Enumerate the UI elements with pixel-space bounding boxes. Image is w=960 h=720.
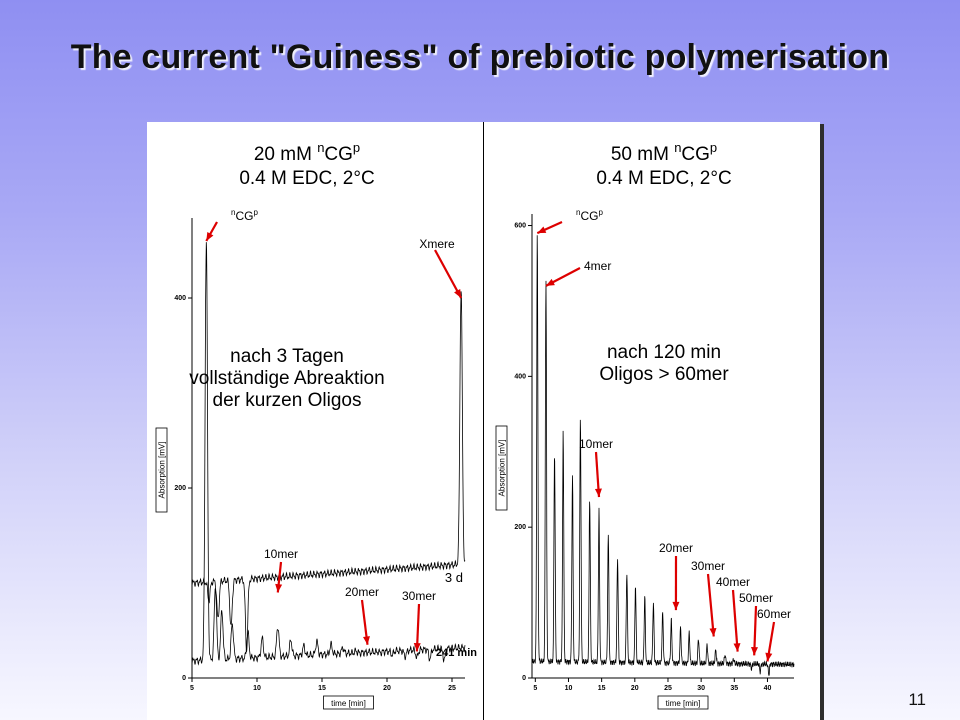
title-main: CG [681, 144, 710, 165]
y-tick-label: 400 [174, 295, 186, 302]
x-tick-label: 20 [383, 685, 391, 692]
series-label: 241 min [436, 647, 477, 659]
x-axis-label: time [min] [331, 699, 366, 708]
chromatogram-panel: 20 mM nCGp 0.4 M EDC, 2°C 5 10 15 20 25 0 200 400… [147, 122, 820, 720]
peak-label: 10mer [579, 437, 613, 451]
peak-label-main: CG [580, 209, 598, 223]
peak-label: 30mer [691, 559, 725, 573]
peak-arrowhead [733, 643, 741, 652]
y-tick-label: 400 [514, 373, 526, 380]
series-label: 3 d [445, 570, 463, 585]
peak-arrow [434, 249, 463, 299]
y-axis-label: Absorption [mV] [498, 440, 507, 497]
peak-label: nCGp [576, 208, 603, 223]
x-axis-label: time [min] [666, 699, 701, 708]
chart-title-line2: 0.4 M EDC, 2°C [596, 168, 731, 189]
peak-arrowhead [454, 289, 462, 298]
peak-arrowhead [363, 636, 370, 645]
peak-label: 20mer [659, 541, 693, 555]
x-tick-label: 40 [764, 685, 772, 692]
annotation-line: Oligos > 60mer [599, 364, 729, 385]
slide-title: The current "Guiness" of prebiotic polym… [70, 38, 890, 76]
peak-arrow [731, 589, 739, 652]
annotation-line: nach 3 Tagen [230, 346, 344, 367]
peak-arrowhead [709, 627, 717, 637]
chart-title-line1: 50 mM nCGp [611, 140, 717, 165]
peak-label: 60mer [757, 607, 791, 621]
y-tick-label: 200 [514, 524, 526, 531]
peak-label-sup-left: n [576, 208, 580, 217]
y-tick-label: 0 [522, 675, 526, 682]
peak-arrowhead [751, 646, 759, 656]
peak-arrowhead [672, 601, 680, 611]
annotation-line: der kurzen Oligos [213, 390, 362, 411]
peak-label-main: CG [235, 209, 253, 223]
peak-label: 30mer [402, 589, 436, 603]
x-tick-label: 30 [697, 685, 705, 692]
x-tick-label: 5 [190, 685, 194, 692]
title-main: CG [324, 144, 353, 165]
x-tick-label: 15 [318, 685, 326, 692]
x-tick-label: 10 [565, 685, 573, 692]
peak-label: 40mer [716, 575, 750, 589]
y-axis-label: Absorption [mV] [158, 442, 167, 499]
annotation-line: vollständige Abreaktion [189, 368, 384, 389]
title-prefix: 50 mM [611, 144, 674, 165]
title-prefix: 20 mM [254, 144, 317, 165]
y-tick-label: 0 [182, 675, 186, 682]
peak-arrowhead [413, 642, 421, 652]
y-axis-label-box [495, 425, 508, 511]
x-tick-label: 5 [533, 685, 537, 692]
peak-arrowhead [206, 232, 214, 241]
y-axis-label-group: Absorption [mV] [495, 425, 508, 511]
x-tick-label: 15 [598, 685, 606, 692]
page-number: 11 [908, 690, 926, 709]
series-line [191, 242, 466, 666]
series-line [191, 291, 466, 652]
x-axis-label-box [323, 695, 374, 710]
peak-label: nCGp [231, 208, 258, 223]
peak-arrowhead [594, 488, 602, 498]
chart-title-line2: 0.4 M EDC, 2°C [239, 168, 374, 189]
x-tick-label: 10 [253, 685, 261, 692]
title-sup-left: n [674, 140, 681, 155]
peak-label: 10mer [264, 547, 298, 561]
chart-title-line1: 20 mM nCGp [254, 140, 360, 165]
peak-arrowhead [765, 652, 773, 662]
x-axis-label-box [657, 695, 709, 710]
peak-label-sup-right: p [253, 208, 258, 217]
x-tick-label: 20 [631, 685, 639, 692]
title-sup-right: p [710, 140, 717, 155]
peak-arrow [706, 573, 715, 637]
annotation-line: nach 120 min [607, 342, 721, 363]
y-axis-label-group: Absorption [mV] [155, 427, 168, 513]
peak-label: Xmere [419, 237, 455, 251]
y-tick-label: 600 [514, 223, 526, 230]
peak-arrowhead [275, 583, 283, 593]
peak-label-sup-left: n [231, 208, 235, 217]
x-tick-label: 25 [448, 685, 456, 692]
peak-label: 4mer [584, 259, 611, 273]
peak-arrowhead [545, 278, 555, 286]
title-sup-left: n [317, 140, 324, 155]
series-line [531, 235, 795, 676]
title-sup-right: p [353, 140, 360, 155]
peak-label: 50mer [739, 591, 773, 605]
peak-label-sup-right: p [598, 208, 603, 217]
panel-divider [483, 122, 484, 720]
peak-arrowhead [537, 226, 547, 234]
x-tick-label: 35 [730, 685, 738, 692]
x-tick-label: 25 [664, 685, 672, 692]
y-axis-label-box [155, 427, 168, 513]
peak-label: 20mer [345, 585, 379, 599]
y-tick-label: 200 [174, 485, 186, 492]
